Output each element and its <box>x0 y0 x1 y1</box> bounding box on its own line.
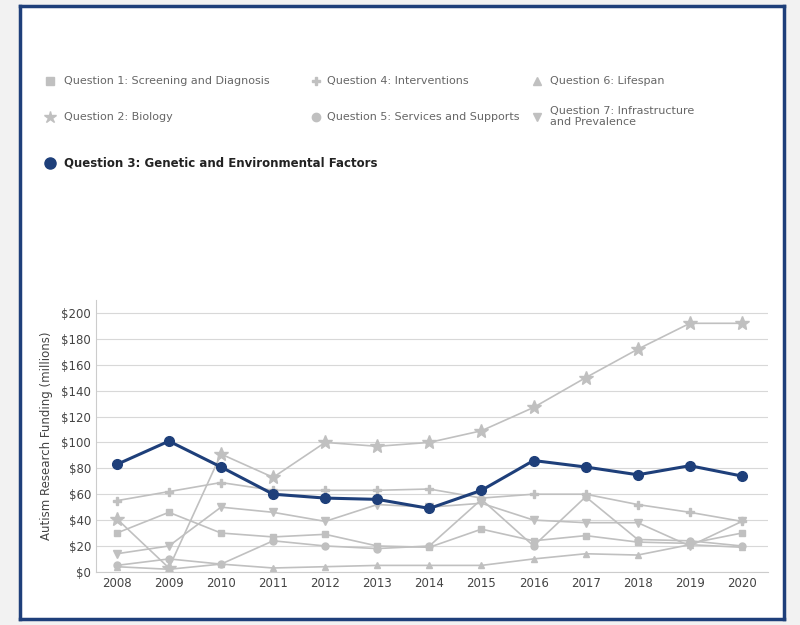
Text: Question 5: Services and Supports: Question 5: Services and Supports <box>327 112 520 122</box>
Text: Question 1: Screening and Diagnosis: Question 1: Screening and Diagnosis <box>64 76 270 86</box>
Text: Question 3: Genetic and Environmental Factors: Question 3: Genetic and Environmental Fa… <box>64 156 378 169</box>
Text: Question 2: Biology: Question 2: Biology <box>64 112 173 122</box>
Y-axis label: Autism Research Funding (millions): Autism Research Funding (millions) <box>40 332 53 540</box>
Text: Question 7: Infrastructure
and Prevalence: Question 7: Infrastructure and Prevalenc… <box>550 106 694 127</box>
Text: Question 6: Lifespan: Question 6: Lifespan <box>550 76 665 86</box>
Text: Question 3: 2008-2020 Autism Research Funding: Question 3: 2008-2020 Autism Research Fu… <box>155 27 649 45</box>
Text: Question 4: Interventions: Question 4: Interventions <box>327 76 469 86</box>
